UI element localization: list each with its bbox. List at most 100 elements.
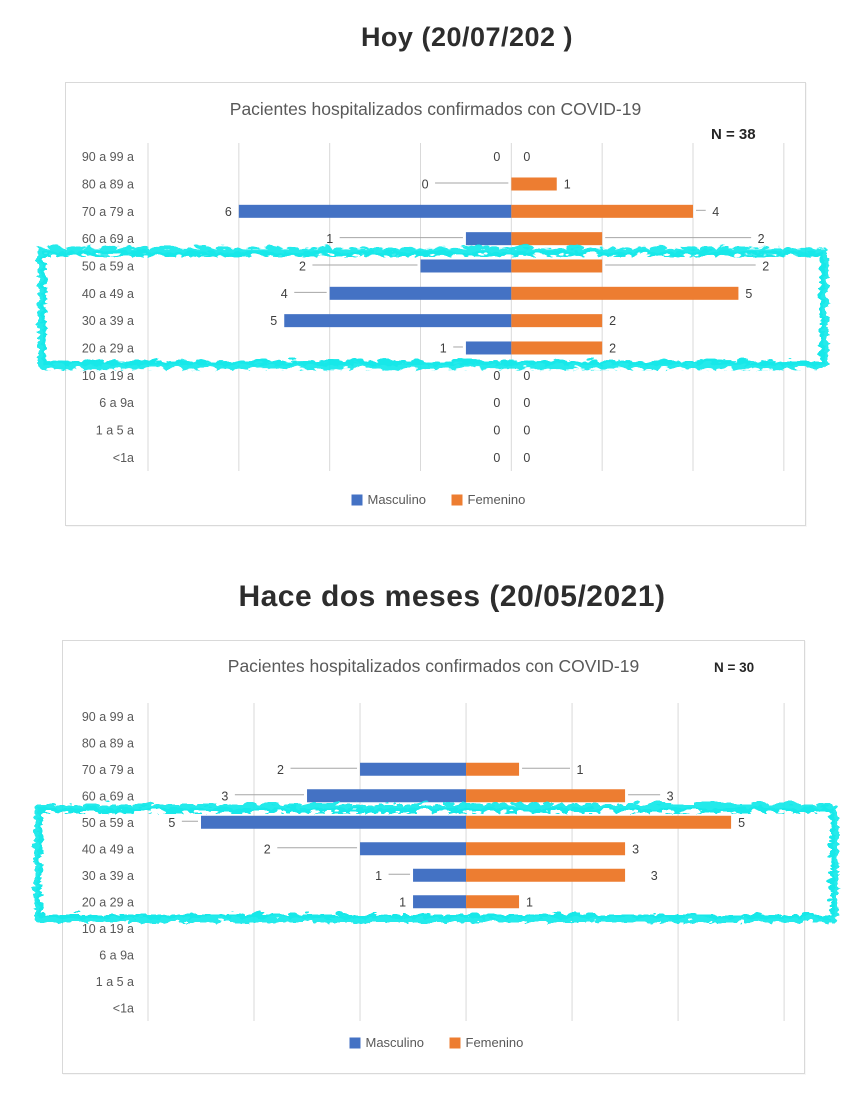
data-label-masculino-60-a-69-a: 3 bbox=[221, 789, 228, 803]
category-label-10-a-19-a: 10 a 19 a bbox=[82, 922, 134, 936]
bar-masculino-40-a-49-a bbox=[329, 286, 512, 300]
bar-masculino-70-a-79-a bbox=[238, 204, 512, 218]
bar-femenino-80-a-89-a bbox=[511, 177, 557, 191]
data-label-femenino-90-a-99-a: 0 bbox=[523, 150, 530, 164]
category-label-40-a-49-a: 40 a 49 a bbox=[82, 287, 134, 301]
data-label-masculino-80-a-89-a: 0 bbox=[422, 177, 429, 191]
data-label-femenino-70-a-79-a: 4 bbox=[712, 205, 719, 219]
bar-femenino-30-a-39-a bbox=[511, 314, 603, 328]
category-label-6-a-9a: 6 a 9a bbox=[99, 948, 134, 962]
bar-femenino-40-a-49-a bbox=[466, 842, 626, 856]
bar-femenino-20-a-29-a bbox=[466, 895, 520, 909]
category-label-80-a-89-a: 80 a 89 a bbox=[82, 177, 134, 191]
chart-card-two-months-ago: Pacientes hospitalizados confirmados con… bbox=[62, 640, 805, 1074]
data-label-femenino-40-a-49-a: 3 bbox=[632, 842, 639, 856]
data-label-femenino-20-a-29-a: 2 bbox=[609, 341, 616, 355]
n-label: N = 38 bbox=[711, 126, 756, 143]
bar-femenino-50-a-59-a bbox=[466, 815, 732, 829]
bar-femenino-60-a-69-a bbox=[511, 232, 603, 246]
data-label-femenino-50-a-59-a: 5 bbox=[738, 816, 745, 830]
data-label-femenino-80-a-89-a: 1 bbox=[564, 177, 571, 191]
bar-masculino-60-a-69-a bbox=[465, 232, 512, 246]
category-label-70-a-79-a: 70 a 79 a bbox=[82, 763, 134, 777]
data-label-masculino-60-a-69-a: 1 bbox=[326, 232, 333, 246]
category-label-30-a-39-a: 30 a 39 a bbox=[82, 869, 134, 883]
data-label-masculino-30-a-39-a: 1 bbox=[375, 869, 382, 883]
bar-masculino-20-a-29-a bbox=[413, 895, 467, 909]
legend-swatch-masculino bbox=[349, 1037, 361, 1049]
bar-femenino-60-a-69-a bbox=[466, 789, 626, 803]
category-label-1-a-5-a: 1 a 5 a bbox=[96, 423, 134, 437]
data-label-masculino-90-a-99-a: 0 bbox=[493, 150, 500, 164]
category-label-50-a-59-a: 50 a 59 a bbox=[82, 816, 134, 830]
data-label-masculino-50-a-59-a: 5 bbox=[168, 816, 175, 830]
legend-label-masculino: Masculino bbox=[366, 1035, 425, 1050]
bar-femenino-70-a-79-a bbox=[466, 762, 520, 776]
chart-two-months-ago: Pacientes hospitalizados confirmados con… bbox=[82, 656, 785, 1050]
legend-label-masculino: Masculino bbox=[368, 492, 427, 507]
legend-label-femenino: Femenino bbox=[466, 1035, 524, 1050]
data-label-masculino-40-a-49-a: 4 bbox=[281, 287, 288, 301]
chart-card-today: Pacientes hospitalizados confirmados con… bbox=[65, 82, 806, 526]
category-label-40-a-49-a: 40 a 49 a bbox=[82, 842, 134, 856]
data-label-femenino-70-a-79-a: 1 bbox=[577, 763, 584, 777]
bar-femenino-40-a-49-a bbox=[511, 286, 739, 300]
category-label--1a: <1a bbox=[113, 1001, 134, 1015]
bar-masculino-40-a-49-a bbox=[360, 842, 467, 856]
category-label-20-a-29-a: 20 a 29 a bbox=[82, 895, 134, 909]
bar-femenino-20-a-29-a bbox=[511, 341, 603, 355]
data-label-femenino-6-a-9a: 0 bbox=[523, 396, 530, 410]
bar-masculino-50-a-59-a bbox=[201, 815, 467, 829]
chart-title: Pacientes hospitalizados confirmados con… bbox=[228, 656, 639, 676]
data-label-femenino-10-a-19-a: 0 bbox=[523, 369, 530, 383]
category-label-30-a-39-a: 30 a 39 a bbox=[82, 314, 134, 328]
category-label-60-a-69-a: 60 a 69 a bbox=[82, 232, 134, 246]
bar-masculino-30-a-39-a bbox=[413, 868, 467, 882]
data-label-masculino-70-a-79-a: 2 bbox=[277, 763, 284, 777]
bar-masculino-60-a-69-a bbox=[307, 789, 467, 803]
legend-swatch-femenino bbox=[451, 494, 463, 506]
data-label-femenino-1-a-5-a: 0 bbox=[523, 423, 530, 437]
data-label-femenino-60-a-69-a: 3 bbox=[667, 789, 674, 803]
data-label-masculino-10-a-19-a: 0 bbox=[493, 369, 500, 383]
category-label-90-a-99-a: 90 a 99 a bbox=[82, 150, 134, 164]
bar-femenino-70-a-79-a bbox=[511, 204, 693, 218]
bar-masculino-20-a-29-a bbox=[465, 341, 512, 355]
data-label-femenino-50-a-59-a: 2 bbox=[762, 259, 769, 273]
heading-two-months-ago: Hace dos meses (20/05/2021) bbox=[238, 580, 666, 613]
legend-swatch-femenino bbox=[449, 1037, 461, 1049]
bar-masculino-70-a-79-a bbox=[360, 762, 467, 776]
bar-femenino-30-a-39-a bbox=[466, 868, 626, 882]
data-label-femenino-30-a-39-a: 3 bbox=[651, 869, 658, 883]
data-label-femenino-30-a-39-a: 2 bbox=[609, 314, 616, 328]
category-label-50-a-59-a: 50 a 59 a bbox=[82, 259, 134, 273]
category-label-60-a-69-a: 60 a 69 a bbox=[82, 789, 134, 803]
data-label-masculino-30-a-39-a: 5 bbox=[270, 314, 277, 328]
data-label-femenino--1a: 0 bbox=[523, 451, 530, 465]
data-label-femenino-20-a-29-a: 1 bbox=[526, 895, 533, 909]
data-label-masculino-20-a-29-a: 1 bbox=[399, 895, 406, 909]
category-label-6-a-9a: 6 a 9a bbox=[99, 396, 134, 410]
data-label-masculino-1-a-5-a: 0 bbox=[493, 423, 500, 437]
category-label-70-a-79-a: 70 a 79 a bbox=[82, 205, 134, 219]
data-label-femenino-40-a-49-a: 5 bbox=[745, 287, 752, 301]
data-label-masculino-50-a-59-a: 2 bbox=[299, 259, 306, 273]
legend-label-femenino: Femenino bbox=[468, 492, 526, 507]
category-label-20-a-29-a: 20 a 29 a bbox=[82, 341, 134, 355]
data-label-masculino-20-a-29-a: 1 bbox=[440, 341, 447, 355]
heading-today: Hoy (20/07/202 ) bbox=[360, 22, 574, 52]
category-label-90-a-99-a: 90 a 99 a bbox=[82, 710, 134, 724]
bar-masculino-50-a-59-a bbox=[420, 259, 512, 273]
data-label-masculino--1a: 0 bbox=[493, 451, 500, 465]
data-label-masculino-70-a-79-a: 6 bbox=[225, 205, 232, 219]
category-label-80-a-89-a: 80 a 89 a bbox=[82, 736, 134, 750]
category-label-10-a-19-a: 10 a 19 a bbox=[82, 369, 134, 383]
data-label-masculino-40-a-49-a: 2 bbox=[264, 842, 271, 856]
category-label-1-a-5-a: 1 a 5 a bbox=[96, 975, 134, 989]
chart-today: Pacientes hospitalizados confirmados con… bbox=[82, 99, 785, 507]
data-label-masculino-6-a-9a: 0 bbox=[493, 396, 500, 410]
legend-swatch-masculino bbox=[351, 494, 363, 506]
data-label-femenino-60-a-69-a: 2 bbox=[758, 232, 765, 246]
bar-masculino-30-a-39-a bbox=[284, 314, 512, 328]
